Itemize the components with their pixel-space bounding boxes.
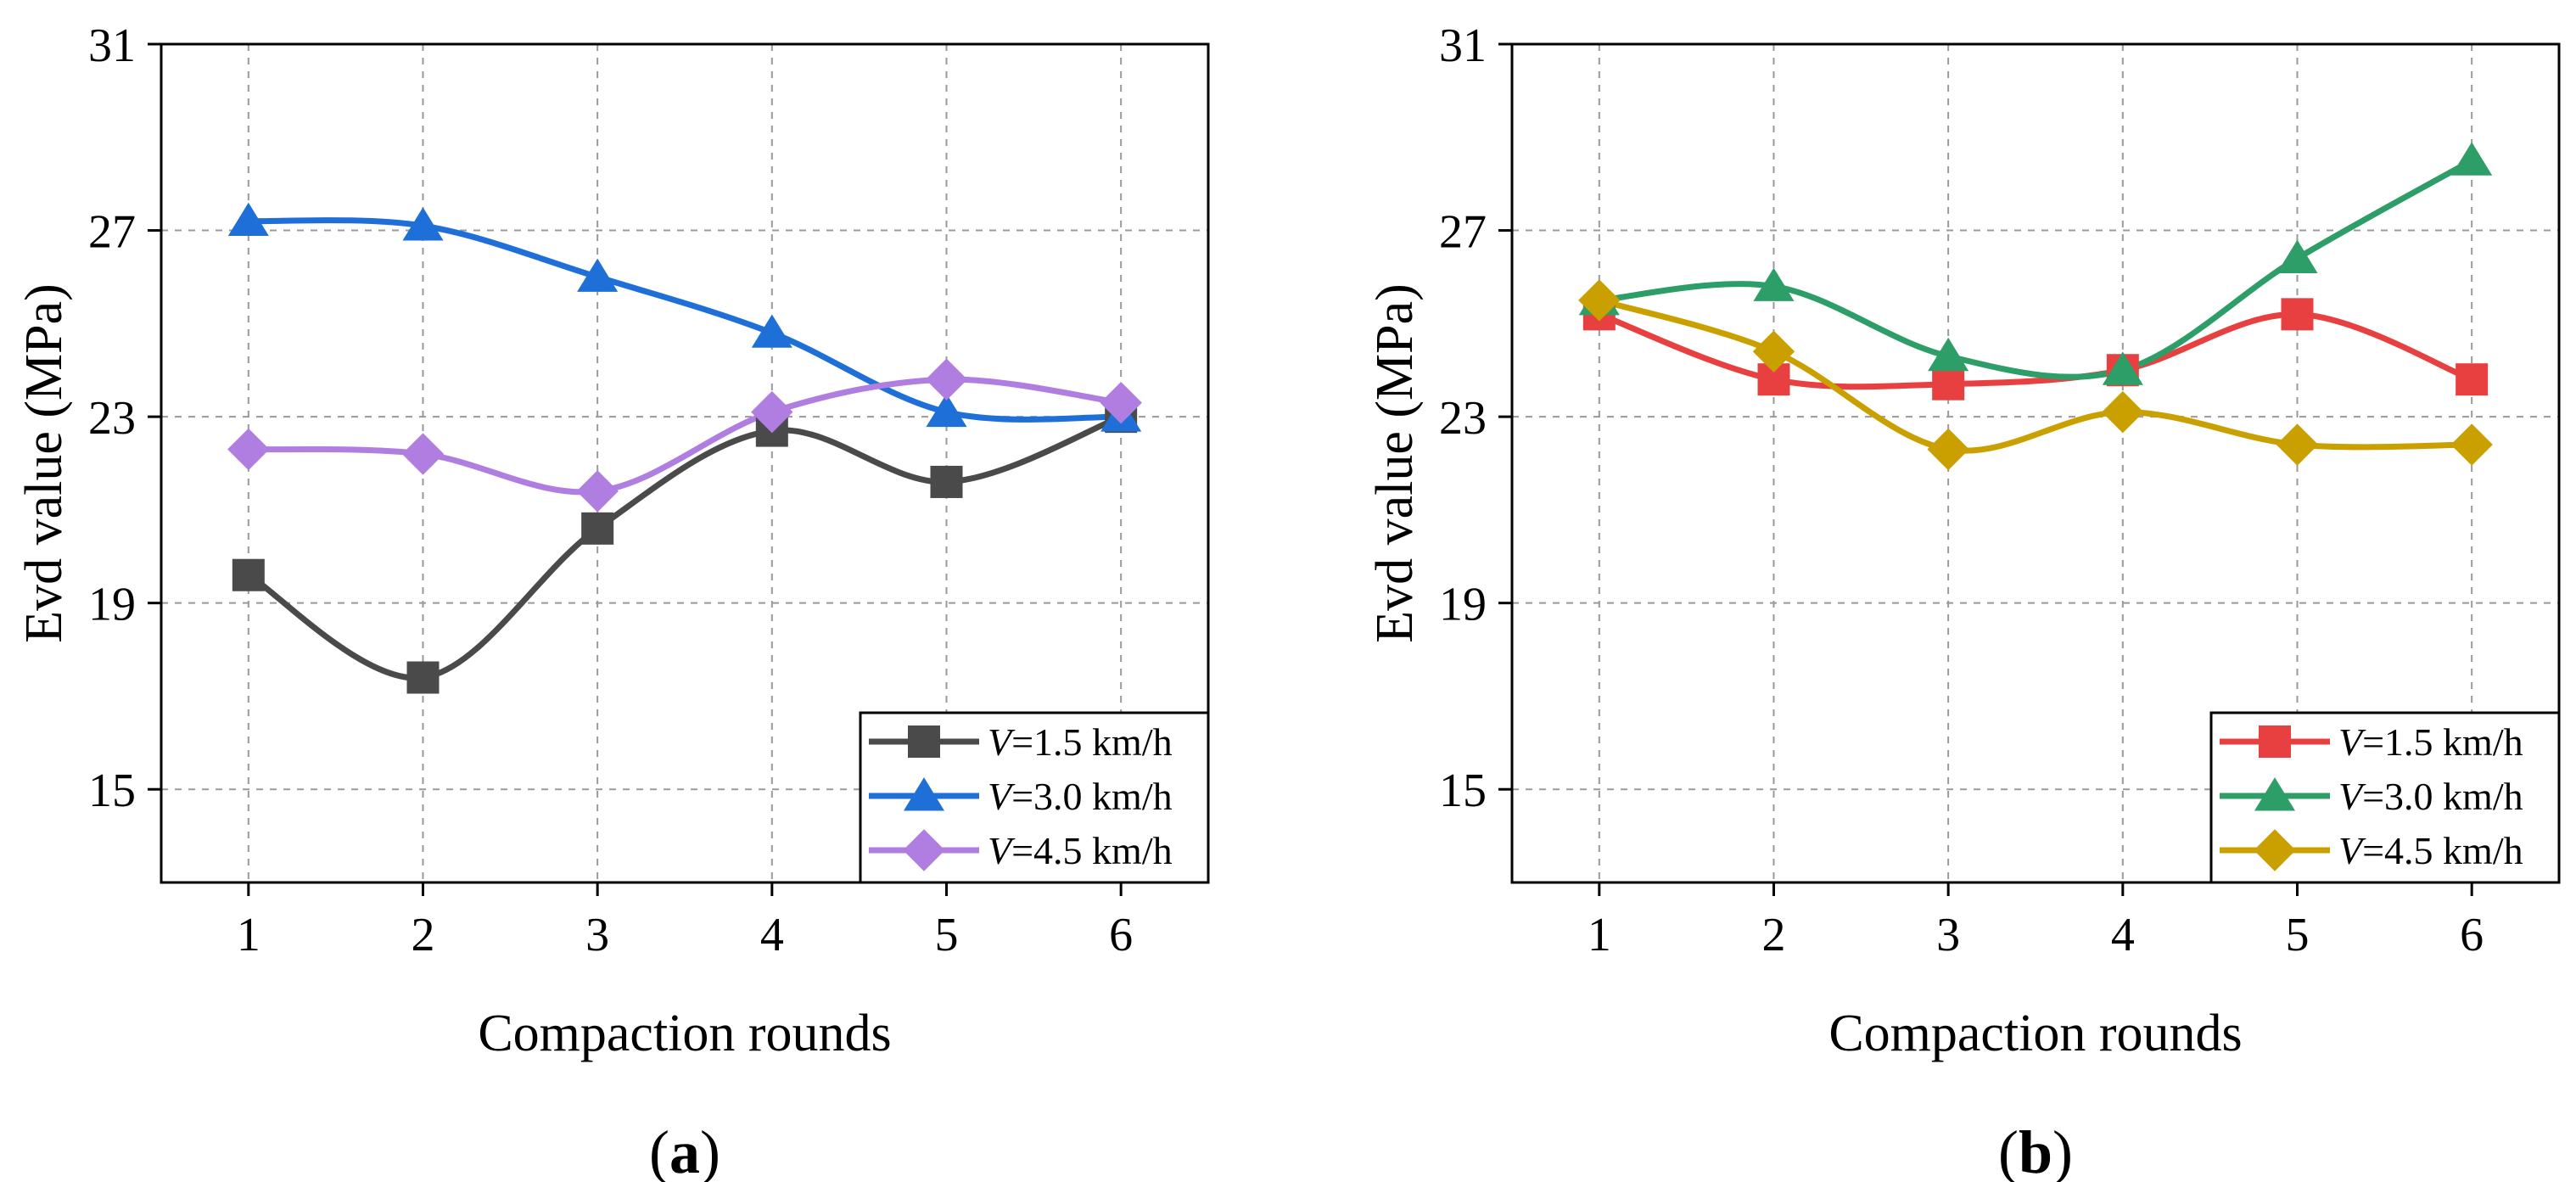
x-tick-label: 5 [935, 909, 959, 961]
legend-label-variable: V [988, 775, 1016, 818]
y-tick-label: 19 [1439, 579, 1487, 631]
x-tick-label: 3 [1936, 909, 1960, 961]
y-tick-label: 23 [1439, 392, 1487, 445]
legend-label-variable: V [988, 720, 1016, 764]
data-point-triangle [1928, 337, 1969, 372]
y-tick-label: 23 [88, 392, 136, 445]
legend-label-value: =4.5 km/h [1011, 829, 1173, 872]
data-point-triangle [577, 258, 619, 292]
legend: V=1.5 km/hV=3.0 km/hV=4.5 km/h [2209, 711, 2561, 884]
panel-label: (a) [649, 1118, 720, 1182]
x-tick-label: 6 [2460, 909, 2484, 961]
data-point-square [406, 661, 440, 694]
legend-label-value: =3.0 km/h [1011, 775, 1173, 818]
legend-label: V=3.0 km/h [988, 775, 1173, 818]
legend-label: V=1.5 km/h [988, 720, 1173, 764]
legend-label-variable: V [988, 829, 1016, 872]
data-point-diamond [751, 390, 793, 434]
legend-marker-square [2259, 725, 2291, 758]
data-point-diamond [227, 428, 270, 471]
legend-label: V=4.5 km/h [988, 829, 1173, 872]
data-point-diamond [925, 358, 968, 401]
legend-marker-triangle [2254, 777, 2296, 811]
x-tick-label: 4 [2111, 909, 2135, 961]
data-point-diamond [1578, 279, 1621, 322]
data-point-triangle [2102, 351, 2143, 385]
x-tick-label: 5 [2286, 909, 2310, 961]
legend-label-value: =1.5 km/h [2362, 720, 2523, 764]
y-tick-label: 27 [1439, 206, 1487, 259]
series-line-2 [248, 217, 1122, 423]
data-point-square [2456, 363, 2489, 396]
data-point-diamond [2102, 390, 2144, 434]
y-tick-label: 15 [1439, 765, 1487, 817]
legend-label-value: =4.5 km/h [2362, 829, 2523, 872]
data-point-square [2281, 298, 2314, 331]
x-tick-label: 2 [1762, 909, 1786, 961]
data-point-triangle [926, 393, 967, 428]
data-point-diamond [1100, 381, 1142, 424]
data-point-diamond [2450, 423, 2493, 466]
data-point-diamond [1752, 330, 1795, 373]
legend-label: V=3.0 km/h [2338, 775, 2523, 818]
data-point-triangle [1753, 267, 1795, 301]
legend-label: V=1.5 km/h [2338, 720, 2523, 764]
data-point-diamond [2276, 423, 2319, 466]
legend-marker-diamond [903, 829, 945, 871]
y-tick-label: 31 [88, 20, 136, 72]
panel-label: (b) [1998, 1118, 2073, 1182]
data-point-square [1932, 367, 1965, 401]
y-axis-title: Evd value (MPa) [1366, 283, 1424, 643]
x-tick-label: 3 [585, 909, 609, 961]
data-point-triangle [402, 207, 444, 241]
plot-frame [160, 42, 1210, 884]
y-tick-label: 19 [88, 579, 136, 631]
data-point-square [930, 465, 963, 498]
data-point-diamond [401, 433, 445, 475]
data-point-square [581, 512, 614, 545]
series-line-2 [1599, 158, 2473, 380]
data-point-diamond [1927, 428, 1969, 471]
panel-letter: b [2019, 1118, 2052, 1182]
legend-marker-triangle [903, 777, 945, 811]
y-axis-title: Evd value (MPa) [15, 283, 73, 643]
x-axis-title: Compaction rounds [1828, 1005, 2242, 1062]
y-tick-label: 27 [88, 206, 136, 259]
legend: V=1.5 km/hV=3.0 km/hV=4.5 km/h [859, 711, 1210, 884]
legend-label: V=4.5 km/h [2338, 829, 2523, 872]
legend-label-value: =3.0 km/h [2362, 775, 2523, 818]
y-tick-label: 31 [1439, 20, 1487, 72]
data-point-triangle [2276, 239, 2318, 273]
panel-letter: a [669, 1118, 700, 1182]
data-point-diamond [576, 470, 619, 513]
legend-label-variable: V [2338, 720, 2366, 764]
data-point-square [232, 558, 265, 591]
x-tick-label: 2 [412, 909, 435, 961]
legend-label-variable: V [2338, 829, 2366, 872]
data-point-triangle [751, 314, 792, 348]
legend-label-variable: V [2338, 775, 2366, 818]
y-tick-label: 15 [88, 765, 136, 817]
legend-marker-square [908, 725, 940, 758]
data-point-triangle [227, 202, 269, 237]
x-tick-label: 1 [1588, 909, 1611, 961]
legend-label-value: =1.5 km/h [1011, 720, 1173, 764]
data-point-triangle [2451, 142, 2493, 176]
plot-frame [1510, 42, 2561, 884]
legend-marker-diamond [2254, 829, 2296, 871]
x-tick-label: 1 [237, 909, 260, 961]
x-tick-label: 4 [760, 909, 784, 961]
x-axis-title: Compaction rounds [478, 1005, 891, 1062]
series-line-1 [1598, 311, 2473, 390]
x-tick-label: 6 [1109, 909, 1133, 961]
